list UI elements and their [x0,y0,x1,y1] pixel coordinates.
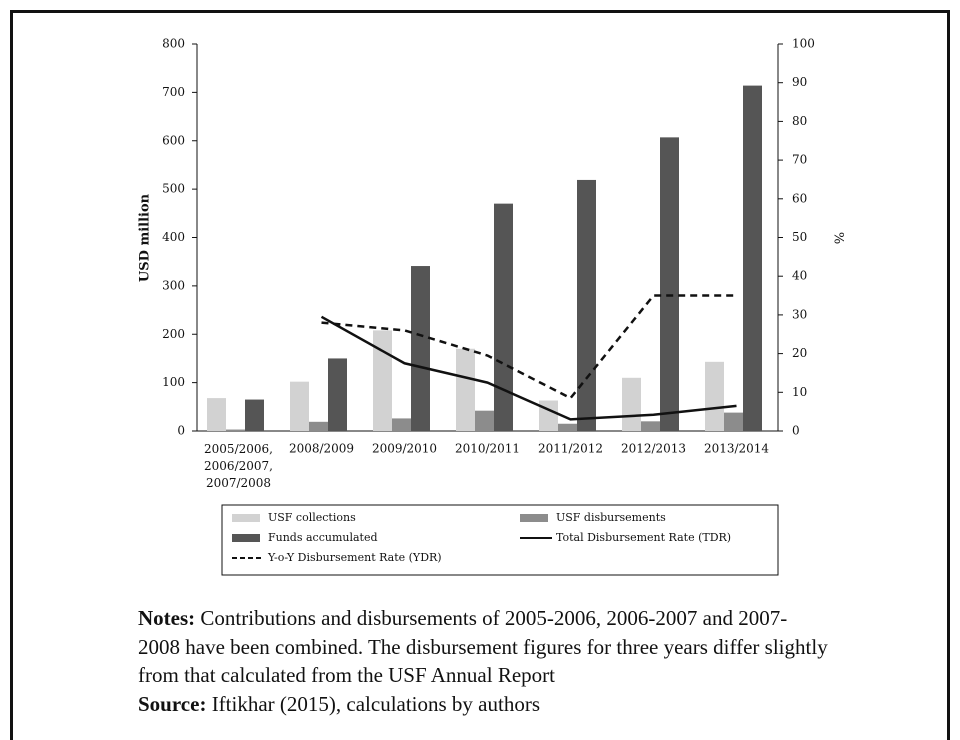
y-tick-label: 100 [162,375,185,389]
bar [309,421,328,431]
frame [10,10,950,740]
bar [622,377,641,431]
y-tick-label: 500 [162,182,185,196]
y2-tick-label: 30 [792,307,807,321]
bar [245,399,264,431]
notes-line: Notes: Contributions and disbursements o… [138,604,828,690]
source-line: Source: Iftikhar (2015), calculations by… [138,690,828,719]
bar [456,348,475,431]
y-tick-label: 600 [162,133,185,147]
x-tick-label: 2005/2006, 2006/2007, 2007/2008 [204,442,273,490]
bar [207,398,226,431]
bar [724,412,743,431]
y-tick-label: 0 [177,424,185,438]
y-tick-label: 700 [162,85,185,99]
x-tick-label: 2013/2014 [704,442,769,456]
source-label: Source: [138,691,207,716]
y2-tick-label: 40 [792,269,807,283]
bar [641,421,660,431]
bar [373,330,392,431]
y2-tick-label: 100 [792,37,815,51]
legend-swatch [520,514,548,522]
bar [743,85,762,431]
y2-axis-title: % [831,232,846,244]
y2-tick-label: 60 [792,191,807,205]
bar [494,203,513,431]
bar [705,361,724,431]
y2-tick-label: 90 [792,75,807,89]
bar [392,418,411,431]
legend-label: USF collections [268,511,356,524]
line [321,294,737,400]
bar [226,429,245,431]
legend-label: Funds accumulated [268,531,378,544]
legend-label: Total Disbursement Rate (TDR) [556,531,731,544]
y-tick-label: 300 [162,278,185,292]
y2-tick-label: 70 [792,153,807,167]
bar [539,400,558,431]
y2-tick-label: 80 [792,114,807,128]
y-axis-title: USD million [138,193,153,282]
notes-label: Notes: [138,606,196,630]
y2-tick-label: 10 [792,385,807,399]
bar [558,423,577,431]
bar [660,137,679,431]
source-text: Iftikhar (2015), calculations by authors [211,691,541,716]
x-tick-label: 2008/2009 [289,442,354,456]
y2-tick-label: 50 [792,230,807,244]
legend-swatch [232,514,260,522]
legend-swatch [232,534,260,542]
legend-box [221,504,779,576]
y-tick-label: 800 [162,37,185,51]
bar [328,358,347,431]
bar [475,410,494,431]
x-tick-label: 2009/2010 [372,442,437,456]
notes-text: Contributions and disbursements of 2005-… [138,606,828,687]
y2-tick-label: 0 [792,424,800,438]
bar [411,266,430,431]
legend-label: Y-o-Y Disbursement Rate (YDR) [267,551,442,564]
bar [577,179,596,431]
legend-label: USF disbursements [556,511,666,524]
y2-tick-label: 20 [792,346,807,360]
x-tick-label: 2011/2012 [538,442,603,456]
x-tick-label: 2012/2013 [621,442,686,456]
y-tick-label: 400 [162,230,185,244]
bar [290,381,309,431]
line [320,315,737,421]
x-tick-label: 2010/2011 [455,442,520,456]
y-tick-label: 200 [162,327,185,341]
notes: Notes: Contributions and disbursements o… [138,604,828,718]
